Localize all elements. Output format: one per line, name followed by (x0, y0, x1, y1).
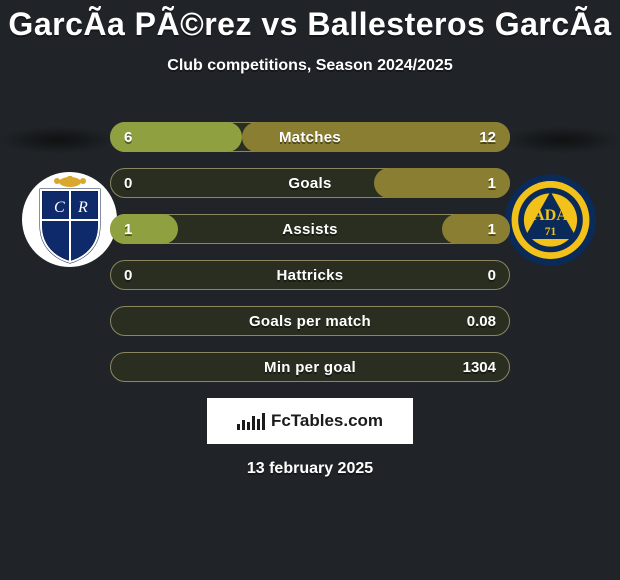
stat-label: Min per goal (110, 352, 510, 382)
stat-value-right: 0 (488, 260, 496, 290)
subtitle: Club competitions, Season 2024/2025 (0, 57, 620, 75)
svg-text:R: R (77, 199, 88, 216)
stat-row: Assists1 1 (110, 214, 510, 244)
stat-value-right: 1 (488, 214, 496, 244)
stat-row: Goals0 1 (110, 168, 510, 198)
stat-value-right: 1 (488, 168, 496, 198)
source-label: FcTables.com (271, 411, 383, 431)
stat-label: Matches (110, 122, 510, 152)
logo-icon (237, 413, 265, 430)
stat-row: Matches6 12 (110, 122, 510, 152)
club-badge-right: ADA 71 (503, 172, 598, 267)
stat-label: Hattricks (110, 260, 510, 290)
stats-panel: Matches612Goals01Assists11Hattricks00Goa… (110, 122, 510, 398)
stat-row: Min per goal1304 (110, 352, 510, 382)
stat-value-left: 6 (124, 122, 132, 152)
stat-row: Goals per match0.08 (110, 306, 510, 336)
page-title: GarcÃ­a PÃ©rez vs Ballesteros GarcÃ­a (0, 0, 620, 43)
stat-label: Goals per match (110, 306, 510, 336)
stat-value-right: 1304 (463, 352, 496, 382)
svg-text:71: 71 (545, 226, 557, 238)
stat-row: Hattricks0 0 (110, 260, 510, 290)
stat-value-left: 0 (124, 168, 132, 198)
shadow-right (502, 126, 620, 154)
club-crest-icon: ADA 71 (503, 170, 598, 270)
club-badge-left: C R (22, 172, 117, 267)
stat-label: Goals (110, 168, 510, 198)
stat-value-right: 0.08 (467, 306, 496, 336)
svg-text:C: C (54, 199, 65, 216)
footer-date: 13 february 2025 (0, 460, 620, 478)
source-attribution: FcTables.com (207, 398, 413, 444)
stat-value-left: 1 (124, 214, 132, 244)
shield-icon: C R (31, 176, 109, 264)
svg-text:ADA: ADA (533, 207, 568, 224)
stat-value-right: 12 (479, 122, 496, 152)
stat-label: Assists (110, 214, 510, 244)
stat-value-left: 0 (124, 260, 132, 290)
shadow-left (0, 126, 118, 154)
